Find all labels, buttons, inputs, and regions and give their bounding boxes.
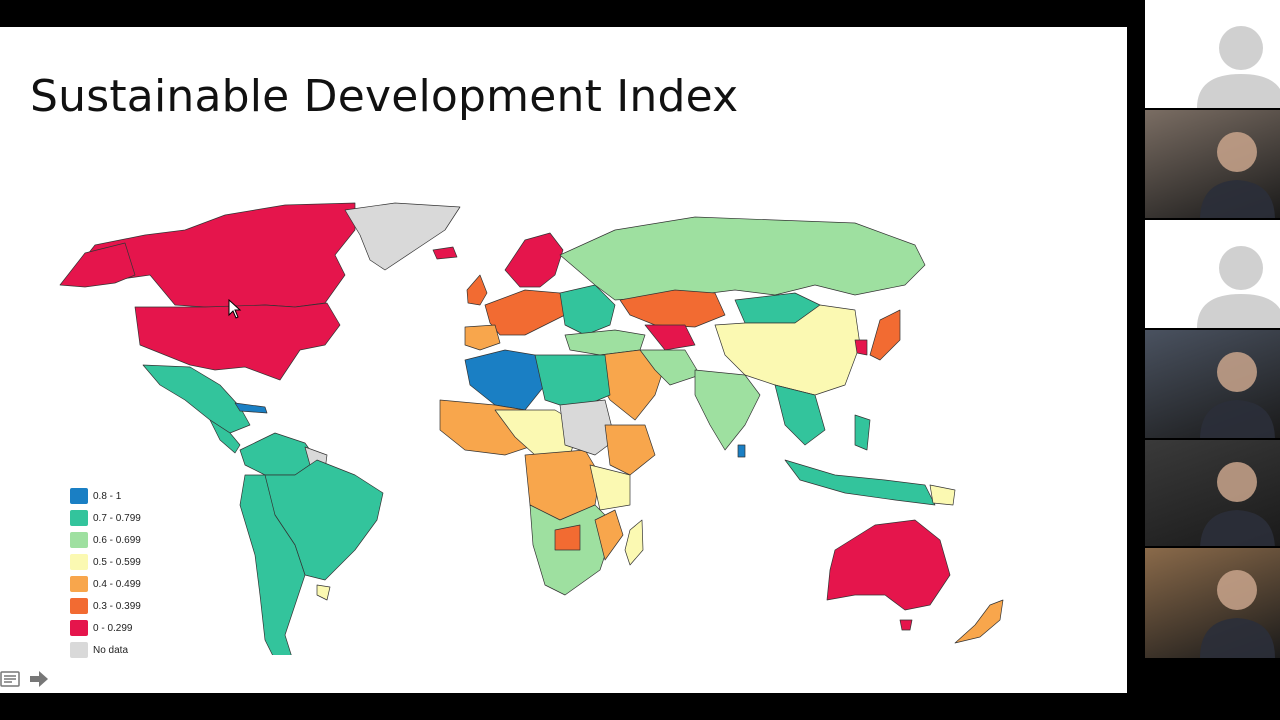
region-japan: [869, 309, 901, 361]
legend-item: No data: [70, 639, 210, 661]
region-mozambique: [594, 509, 624, 561]
region-kazakhstan: [619, 289, 726, 328]
participant-tile[interactable]: [1145, 220, 1280, 328]
participant-video-icon: [1200, 132, 1275, 218]
legend-label: 0.6 - 0.699: [93, 534, 141, 546]
region-southern-cone: [239, 474, 306, 655]
region-western-europe: [484, 289, 566, 336]
region-southeast-asia: [774, 384, 826, 446]
mouse-cursor-icon: [228, 299, 242, 319]
legend-label: 0.7 - 0.799: [93, 512, 141, 524]
legend-item: 0.4 - 0.499: [70, 573, 210, 595]
region-india: [694, 369, 761, 451]
avatar-placeholder-icon: [1197, 26, 1280, 108]
avatar-placeholder-icon: [1197, 246, 1280, 328]
legend-swatch: [70, 510, 88, 526]
legend-label: 0.5 - 0.599: [93, 556, 141, 568]
region-central-america: [209, 419, 241, 454]
region-png: [929, 484, 956, 506]
region-uk: [466, 274, 488, 306]
participant-video-icon: [1200, 352, 1275, 438]
region-central-asia: [644, 324, 696, 351]
slide-controls: [0, 670, 50, 688]
region-scandinavia: [504, 232, 564, 288]
region-canada: [64, 202, 356, 308]
legend-item: 0.8 - 1: [70, 485, 210, 507]
region-alaska: [59, 242, 136, 288]
map-legend: 0.8 - 1 0.7 - 0.799 0.6 - 0.699 0.5 - 0.599…: [70, 485, 210, 661]
participant-video-icon: [1200, 462, 1275, 546]
slide-canvas: Sustainable Development Index: [0, 27, 1127, 693]
region-australia: [826, 519, 951, 611]
region-sri-lanka: [737, 444, 746, 458]
region-horn: [604, 424, 656, 476]
region-tasmania: [899, 619, 913, 631]
legend-item: 0.6 - 0.699: [70, 529, 210, 551]
legend-item: 0.7 - 0.799: [70, 507, 210, 529]
region-iberia: [464, 324, 501, 351]
participants-panel: [1145, 0, 1280, 720]
next-arrow-icon[interactable]: [28, 670, 50, 688]
region-indonesia: [784, 459, 936, 506]
legend-item: 0.3 - 0.399: [70, 595, 210, 617]
region-philippines: [854, 414, 871, 451]
slide-title: Sustainable Development Index: [30, 71, 739, 122]
region-iceland: [432, 246, 458, 260]
participant-video-icon: [1200, 570, 1275, 658]
region-zambia: [554, 524, 581, 551]
region-algeria: [464, 349, 546, 411]
participant-tile[interactable]: [1145, 110, 1280, 218]
region-korea: [854, 339, 868, 356]
legend-label: 0.4 - 0.499: [93, 578, 141, 590]
legend-swatch: [70, 532, 88, 548]
legend-item: 0 - 0.299: [70, 617, 210, 639]
region-east-africa: [589, 464, 631, 511]
region-sudan: [559, 399, 616, 456]
legend-label: No data: [93, 644, 129, 656]
region-new-zealand: [954, 599, 1004, 644]
region-madagascar: [624, 519, 644, 566]
legend-label: 0 - 0.299: [93, 622, 133, 634]
region-iran: [639, 349, 701, 386]
participant-tile[interactable]: [1145, 440, 1280, 546]
legend-swatch: [70, 598, 88, 614]
region-mexico: [142, 364, 251, 434]
region-caribbean: [234, 402, 268, 414]
region-china: [714, 304, 861, 396]
participant-tile[interactable]: [1145, 330, 1280, 438]
region-greenland: [344, 202, 461, 271]
legend-item: 0.5 - 0.599: [70, 551, 210, 573]
region-russia: [559, 216, 926, 301]
legend-swatch: [70, 488, 88, 504]
legend-swatch: [70, 554, 88, 570]
legend-swatch: [70, 642, 88, 658]
participant-tile[interactable]: [1145, 0, 1280, 108]
region-usa: [134, 302, 341, 381]
notes-icon[interactable]: [0, 670, 22, 688]
region-uruguay: [316, 584, 331, 601]
participant-tile[interactable]: [1145, 548, 1280, 658]
legend-swatch: [70, 620, 88, 636]
legend-swatch: [70, 576, 88, 592]
legend-label: 0.3 - 0.399: [93, 600, 141, 612]
legend-label: 0.8 - 1: [93, 490, 122, 502]
world-map: [59, 202, 1004, 655]
